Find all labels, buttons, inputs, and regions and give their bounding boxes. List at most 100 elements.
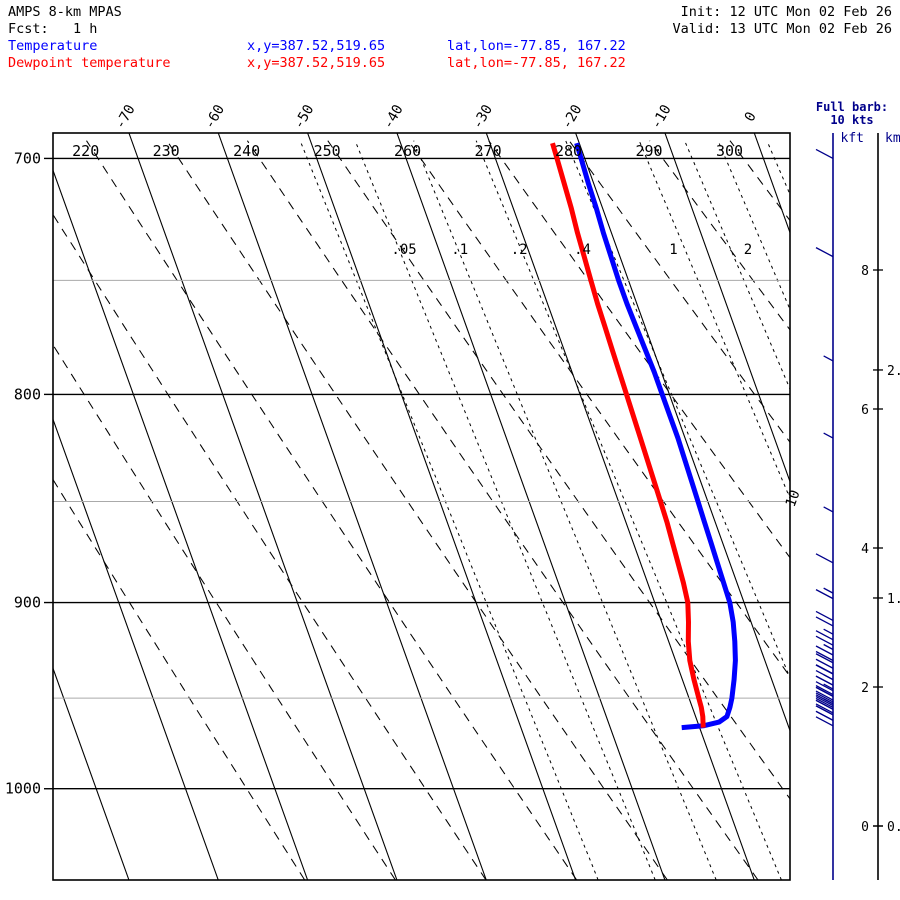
pressure-tick-label: 800 <box>14 385 41 403</box>
isotherm-line <box>575 133 790 733</box>
mixing-ratio-line <box>299 140 599 880</box>
mixing-ratio-line <box>831 141 900 880</box>
temperature-tick-label: -30 <box>470 102 497 132</box>
barb-legend-line1: Full barb: <box>815 100 889 114</box>
dry-adiabat-line <box>891 141 900 880</box>
wind-barb <box>823 355 834 362</box>
barb-full <box>815 690 834 701</box>
barb-half <box>823 506 834 513</box>
temperature-latlon-readout: lat,lon=-77.85, 167.22 <box>447 38 626 54</box>
dewpoint-legend-label: Dewpoint temperature <box>8 55 171 71</box>
barb-full <box>815 610 834 622</box>
mixing-ratio-line <box>475 140 782 880</box>
barb-half <box>823 698 834 705</box>
mixing-ratio-label: .1 <box>451 242 468 258</box>
mixing-ratio-line <box>717 140 790 311</box>
kft-tick-label: 2 <box>861 681 869 696</box>
mixing-ratio-label: .05 <box>391 242 416 258</box>
temperature-tick-label: -20 <box>559 102 586 132</box>
kft-tick-label: 6 <box>861 403 869 418</box>
barb-legend-line2: 10 kts <box>830 113 874 127</box>
kft-axis-label: kft <box>841 131 864 146</box>
temperature-tick-label: -50 <box>291 102 318 132</box>
forecast-hour: Fcst: 1 h <box>8 21 98 37</box>
theta-label: 250 <box>314 142 341 160</box>
km-axis-label: km <box>885 131 900 146</box>
barb-half <box>823 683 834 690</box>
theta-label: 220 <box>72 142 99 160</box>
barb-half <box>823 674 834 681</box>
km-tick-label: 1. <box>887 592 900 607</box>
barb-half <box>823 432 834 439</box>
wind-barb <box>815 628 834 646</box>
temperature-tick-label: 0 <box>742 109 760 124</box>
barb-half <box>823 628 834 635</box>
temperature-trace <box>574 142 738 731</box>
mixing-ratio-line <box>638 140 790 500</box>
wind-barb-legend: Full barb: 10 kts <box>812 101 892 127</box>
dry-adiabat-line <box>729 140 790 222</box>
barb-full <box>815 705 834 716</box>
dewpoint-trace <box>550 142 706 728</box>
wind-barb <box>823 506 834 513</box>
dry-adiabat-line <box>649 140 790 331</box>
barb-full <box>815 675 834 686</box>
dry-adiabat-line <box>166 140 668 880</box>
dry-adiabat-line <box>53 213 487 880</box>
mixing-ratio-line <box>684 140 790 391</box>
dry-adiabat-line <box>327 140 790 800</box>
temperature-tick-label: -70 <box>112 102 139 132</box>
mixing-ratio-line <box>565 140 790 680</box>
theta-label: 270 <box>475 142 502 160</box>
mixing-ratio-line <box>413 140 717 880</box>
barb-full <box>815 650 834 662</box>
barb-full <box>815 710 834 721</box>
barb-full <box>815 635 834 646</box>
wind-barb <box>815 148 834 160</box>
dry-adiabat-line <box>246 140 759 880</box>
theta-label: 230 <box>153 142 180 160</box>
barb-full <box>815 695 834 707</box>
barb-full <box>815 653 834 664</box>
temperature-xy-readout: x,y=387.52,519.65 <box>247 38 386 54</box>
theta-label: 280 <box>555 142 582 160</box>
barb-full <box>815 664 834 675</box>
wind-barb <box>815 698 834 727</box>
wind-barb <box>815 643 834 662</box>
theta-label: 260 <box>394 142 421 160</box>
wind-barb <box>815 683 834 707</box>
model-title: AMPS 8-km MPAS <box>8 4 122 20</box>
dry-adiabat-line <box>53 343 396 880</box>
pressure-tick-label: 1000 <box>5 780 41 798</box>
dry-adiabat-line <box>407 140 790 678</box>
wind-barb <box>815 247 834 258</box>
theta-label: 240 <box>233 142 260 160</box>
barb-full <box>815 247 834 258</box>
dewpoint-xy-readout: x,y=387.52,519.65 <box>247 55 386 71</box>
temperature-tick-label: -60 <box>202 102 229 132</box>
barb-full <box>815 692 834 703</box>
wind-barb <box>823 432 834 439</box>
wind-barb <box>815 587 834 600</box>
barb-full <box>815 148 834 160</box>
km-tick-label: 0. <box>887 820 900 835</box>
barb-full <box>815 716 834 727</box>
barb-full <box>815 658 834 669</box>
temperature-legend-label: Temperature <box>8 38 98 54</box>
theta-label: 300 <box>716 142 743 160</box>
mixing-ratio-line <box>354 140 656 880</box>
valid-time: Valid: 13 UTC Mon 02 Feb 26 <box>672 21 892 37</box>
barb-full <box>815 686 834 697</box>
isotherm-line <box>53 417 219 880</box>
barb-full <box>815 630 834 641</box>
mixing-ratio-label: 2 <box>744 242 752 258</box>
kft-tick-label: 0 <box>861 820 869 835</box>
barb-full <box>815 703 834 714</box>
mixing-ratio-label: 1 <box>669 242 677 258</box>
barb-full <box>815 684 834 696</box>
wind-barb <box>815 653 834 675</box>
pressure-tick-label: 700 <box>14 149 41 167</box>
mixing-ratio-label: .2 <box>511 242 528 258</box>
km-tick-label: 2. <box>887 364 900 379</box>
